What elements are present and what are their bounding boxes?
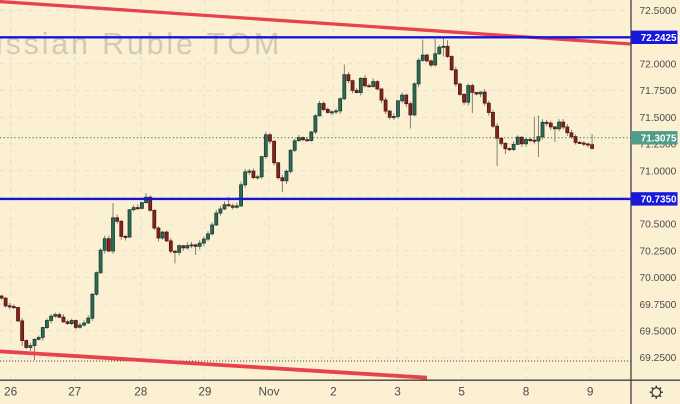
svg-text:72.2425: 72.2425	[641, 33, 677, 44]
svg-text:8: 8	[523, 384, 530, 398]
svg-text:70.5000: 70.5000	[640, 220, 677, 231]
svg-text:71.7500: 71.7500	[640, 86, 677, 97]
svg-text:Nov: Nov	[259, 384, 280, 398]
svg-text:69.2500: 69.2500	[640, 353, 677, 364]
svg-text:71.5000: 71.5000	[640, 113, 677, 124]
svg-text:70.0000: 70.0000	[640, 273, 677, 284]
svg-text:3: 3	[394, 384, 401, 398]
svg-text:69.5000: 69.5000	[640, 327, 677, 338]
svg-text:Russian Ruble TOM: Russian Ruble TOM	[0, 27, 282, 61]
svg-text:5: 5	[458, 384, 465, 398]
svg-text:70.2500: 70.2500	[640, 246, 677, 257]
svg-text:70.7350: 70.7350	[641, 195, 677, 206]
svg-text:72.0000: 72.0000	[640, 60, 677, 71]
svg-text:69.7500: 69.7500	[640, 300, 677, 311]
svg-text:71.3075: 71.3075	[641, 133, 677, 144]
svg-text:28: 28	[134, 384, 148, 398]
svg-text:71.2500: 71.2500	[640, 140, 677, 151]
svg-text:27: 27	[68, 384, 81, 398]
svg-text:2: 2	[330, 384, 337, 398]
svg-text:71.0000: 71.0000	[640, 166, 677, 177]
svg-text:26: 26	[4, 384, 18, 398]
svg-text:72.5000: 72.5000	[640, 6, 677, 17]
svg-text:29: 29	[198, 384, 211, 398]
svg-text:9: 9	[587, 384, 594, 398]
